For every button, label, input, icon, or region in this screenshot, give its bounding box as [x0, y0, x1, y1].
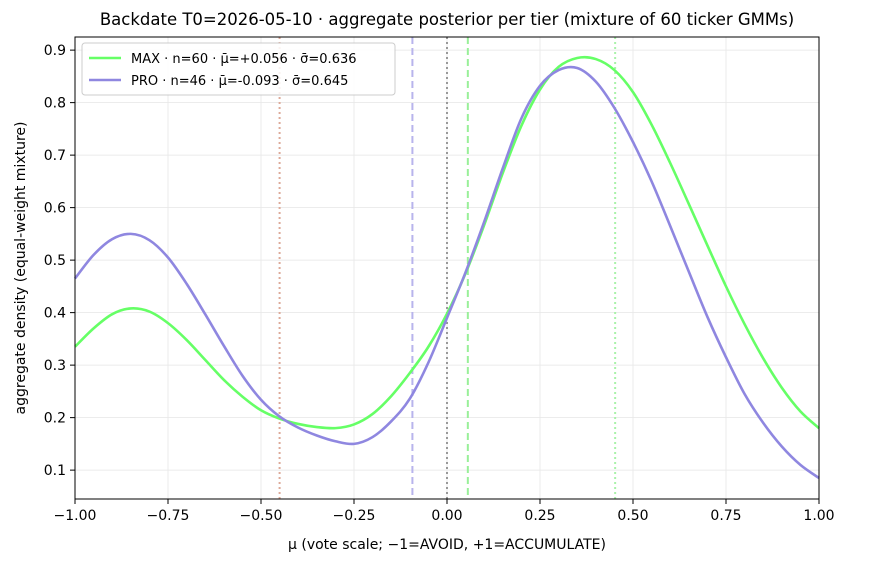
legend: MAX · n=60 · μ̄=+0.056 · σ̄=0.636 PRO · …: [81, 42, 396, 96]
x-tick-label: −0.50: [240, 508, 283, 524]
y-tick-label: 0.7: [44, 148, 66, 164]
x-tick-label: −0.75: [147, 508, 190, 524]
x-tick-label: 1.00: [803, 508, 834, 524]
legend-box: [81, 42, 396, 96]
x-tick-label: 0.75: [710, 508, 741, 524]
x-tick-label: 0.25: [524, 508, 555, 524]
series-line-max: [74, 55, 820, 430]
y-axis-ticks: 0.1 0.2 0.3 0.4 0.5 0.6 0.7 0.8 0.9: [44, 43, 75, 479]
y-tick-label: 0.1: [44, 463, 66, 479]
x-tick-label: −0.25: [333, 508, 376, 524]
x-tick-label: 0.50: [617, 508, 648, 524]
legend-label-max: MAX · n=60 · μ̄=+0.056 · σ̄=0.636: [131, 52, 357, 67]
y-tick-label: 0.5: [44, 253, 66, 269]
y-axis-label: aggregate density (equal-weight mixture): [13, 122, 29, 415]
y-tick-label: 0.9: [44, 43, 66, 59]
x-axis-ticks: −1.00 −0.75 −0.50 −0.25 0.00 0.25 0.50 0.75 1.00: [54, 499, 835, 524]
x-axis-label: μ (vote scale; −1=AVOID, +1=ACCUMULATE): [288, 537, 606, 553]
legend-label-pro: PRO · n=46 · μ̄=-0.093 · σ̄=0.645: [131, 74, 348, 89]
y-tick-label: 0.4: [44, 306, 66, 322]
x-tick-label: −1.00: [54, 508, 97, 524]
y-tick-label: 0.6: [44, 201, 66, 217]
y-tick-label: 0.3: [44, 358, 66, 374]
chart-title: Backdate T0=2026-05-10 · aggregate poste…: [100, 10, 794, 29]
y-tick-label: 0.8: [44, 96, 66, 112]
x-tick-label: 0.00: [431, 508, 462, 524]
series-line-pro: [73, 65, 820, 480]
series-lines: [73, 55, 820, 480]
y-tick-label: 0.2: [44, 411, 66, 427]
